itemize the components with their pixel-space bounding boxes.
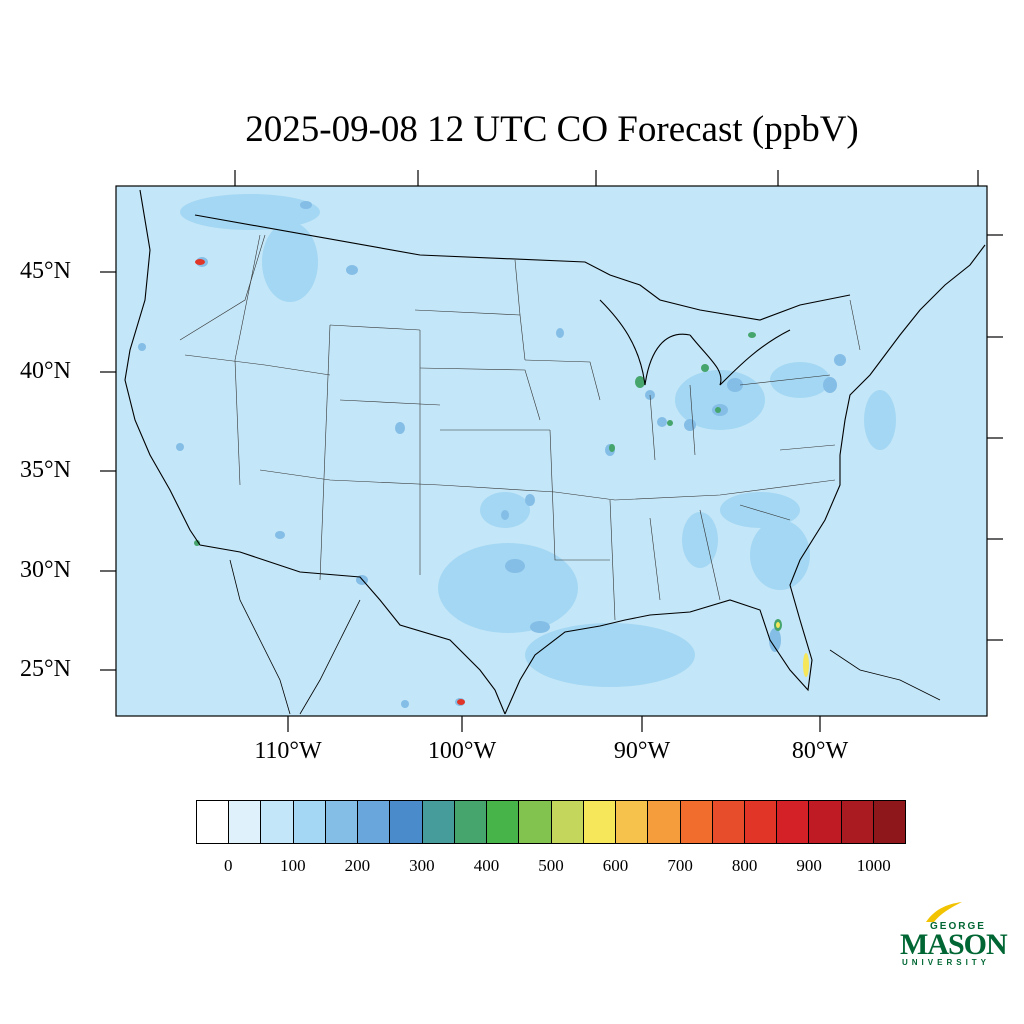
colorbar-cell: [648, 801, 681, 843]
colorbar-cell: [551, 801, 584, 843]
colorbar-tick-label: 600: [602, 856, 629, 875]
colorbar-cell: [422, 801, 455, 843]
coastlines-and-borders: [124, 189, 986, 715]
colorbar-cell: [454, 801, 488, 843]
mexico-border: [229, 559, 941, 715]
co-contours-300-500: [194, 332, 782, 631]
colorbar-cell: [293, 801, 326, 843]
colorbar-cell: [616, 801, 649, 843]
colorbar-tick-label: 100: [280, 856, 306, 875]
colorbar: [196, 800, 906, 844]
colorbar-cell: [229, 801, 262, 843]
axis-ticks: [100, 170, 1003, 732]
colorbar-cell: [841, 801, 874, 843]
co-hotspots-fire: [195, 259, 465, 705]
colorbar-cell: [744, 801, 778, 843]
map-plot-area: [116, 186, 987, 716]
lat-label-45: 45°N: [20, 258, 71, 284]
colorbar-tick-label: 300: [409, 856, 435, 875]
logo-line1: GEORGE: [930, 921, 986, 932]
colorbar-cell: [809, 801, 842, 843]
colorbar-tick-label: 800: [731, 856, 758, 875]
colorbar-tick-label: 400: [473, 856, 500, 875]
george-mason-logo: GEORGE MASON UNIVERSITY: [900, 900, 1008, 970]
lon-label-110w: 110°W: [254, 738, 322, 764]
state-borders: [179, 234, 861, 621]
colorbar-cell: [873, 801, 906, 843]
lat-label-25: 25°N: [20, 656, 71, 682]
colorbar-cell: [325, 801, 359, 843]
colorbar-tick-label: 1000: [856, 856, 891, 875]
chart-title: 2025-09-08 12 UTC CO Forecast (ppbV): [245, 109, 859, 150]
colorbar-cell: [680, 801, 713, 843]
colorbar-cell: [712, 801, 745, 843]
colorbar-cell: [197, 801, 230, 843]
logo-line2: MASON: [900, 928, 1008, 961]
lon-label-80w: 80°W: [791, 738, 849, 764]
co-contours-500-700: [776, 622, 809, 677]
colorbar-cell: [777, 801, 810, 843]
colorbar-tick-label: 900: [796, 856, 822, 875]
colorbar-cell: [261, 801, 294, 843]
colorbar-cell: [390, 801, 423, 843]
lat-label-35: 35°N: [20, 457, 71, 483]
colorbar-tick-label: 500: [538, 856, 564, 875]
colorbar-cell: [358, 801, 391, 843]
logo-line3: UNIVERSITY: [902, 958, 991, 967]
lat-label-40: 40°N: [20, 358, 71, 384]
colorbar-tick-label: 700: [667, 856, 693, 875]
lon-label-100w: 100°W: [427, 738, 497, 764]
colorbar-cell: [519, 801, 552, 843]
colorbar-cell: [487, 801, 520, 843]
map-frame: [115, 185, 988, 717]
logo-flame-icon: [926, 902, 962, 922]
colorbar-cell: [583, 801, 617, 843]
lon-label-90w: 90°W: [613, 738, 671, 764]
colorbar-tick-label: 0: [224, 856, 233, 875]
lat-label-30: 30°N: [20, 557, 71, 583]
colorbar-tick-label: 200: [344, 856, 371, 875]
